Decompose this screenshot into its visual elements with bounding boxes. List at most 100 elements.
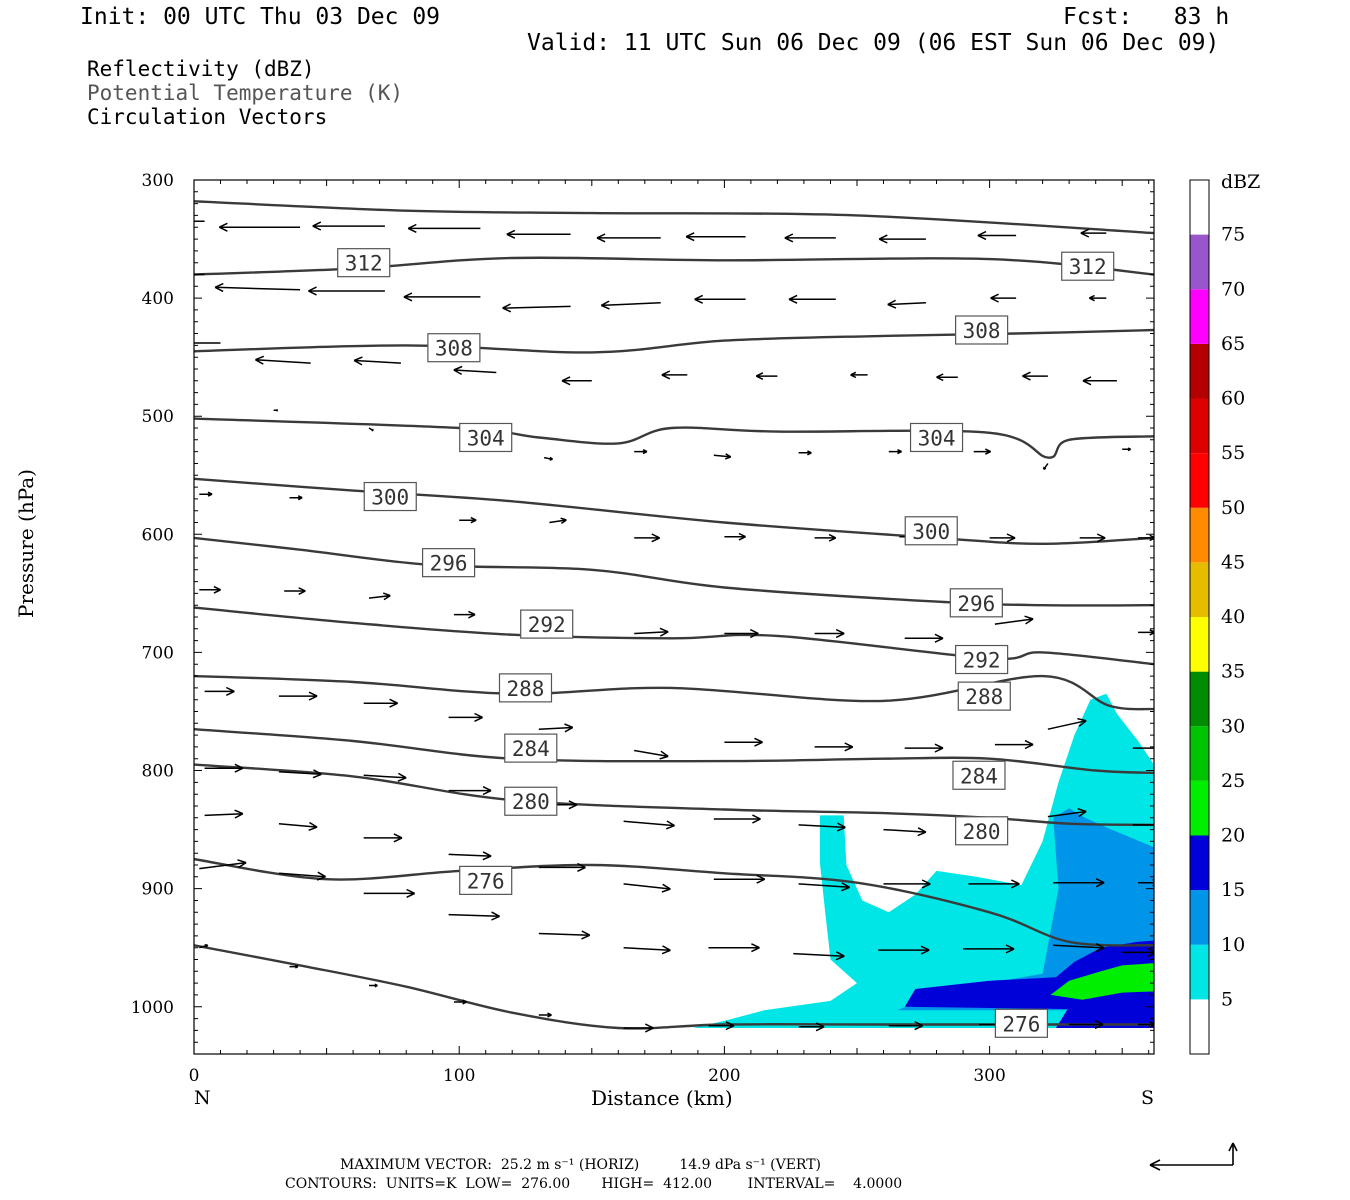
circulation-vector	[623, 945, 671, 955]
contour-label-292: 292	[963, 649, 1001, 673]
circulation-vector	[798, 882, 850, 892]
circulation-vector	[284, 587, 306, 595]
colorbar-tick-label: 40	[1221, 606, 1245, 628]
circulation-vector	[1079, 533, 1106, 543]
circulation-vector	[990, 293, 1017, 303]
circulation-vector	[977, 230, 1017, 241]
colorbar-tick-label: 50	[1221, 497, 1245, 519]
circulation-vector	[538, 723, 574, 733]
contour-label-box	[955, 315, 1009, 345]
contour-label-box	[957, 681, 1011, 711]
circulation-vector	[814, 533, 837, 542]
contour-label-300: 300	[912, 520, 950, 544]
circulation-vector	[1132, 747, 1154, 749]
contour-label-box	[498, 673, 553, 703]
contour-label-box	[459, 865, 513, 895]
circulation-vector	[353, 356, 401, 366]
circulation-vector	[798, 450, 812, 456]
circulation-vector	[289, 964, 299, 969]
circulation-vector	[798, 1022, 825, 1032]
circulation-vector	[1138, 1021, 1154, 1028]
circulation-vector	[1088, 294, 1107, 302]
contour-label-box	[520, 609, 574, 639]
theta-contour-288	[194, 674, 1154, 711]
circulation-vector	[194, 220, 205, 223]
colorbar-swatch-50	[1190, 453, 1209, 508]
circulation-vector	[1022, 371, 1048, 381]
colorbar-tick-label: 25	[1221, 770, 1245, 792]
circulation-vector	[888, 1021, 924, 1031]
contour-label-296: 296	[430, 552, 468, 576]
circulation-vector	[448, 851, 492, 861]
reflectivity-area-15dbz	[1055, 998, 1154, 1028]
circulation-vector	[448, 712, 483, 722]
circulation-vector	[1132, 824, 1154, 826]
theta-contour-304	[194, 417, 1154, 459]
circulation-vector	[1047, 807, 1087, 818]
contour-label-box	[421, 548, 476, 578]
x-tick-label: 200	[708, 1066, 740, 1086]
theta-contour-300	[194, 477, 1154, 546]
circulation-vector	[623, 883, 671, 893]
circulation-vector	[453, 365, 497, 376]
circulation-vector	[963, 944, 1015, 954]
circulation-vector	[968, 879, 1020, 889]
circulation-vector	[878, 945, 930, 955]
circulation-vector	[199, 859, 247, 870]
circulation-vector	[538, 930, 591, 940]
circulation-vector	[214, 282, 301, 293]
circulation-vector	[623, 1023, 654, 1033]
circulation-vector	[713, 814, 761, 824]
circulation-vector	[685, 232, 746, 242]
contour-label-312: 312	[345, 252, 383, 276]
colorbar-tick-label: 30	[1221, 715, 1245, 737]
colorbar-tick-label: 35	[1221, 661, 1245, 683]
colorbar-swatch-40	[1190, 562, 1209, 617]
axis-ticks	[193, 179, 1154, 1055]
colorbar: 5 10 15 20 25 30 35 40 45 50 55 60 65 70 75 dBZ	[1189, 171, 1260, 1055]
circulation-vector	[1138, 534, 1154, 542]
circulation-vector	[278, 769, 322, 779]
y-tick-label: 700	[142, 643, 174, 663]
circulation-vector	[199, 491, 213, 497]
circulation-vector	[506, 229, 571, 239]
circulation-vector	[204, 763, 244, 773]
circulation-vector	[600, 300, 661, 310]
circulation-vector	[1069, 1019, 1104, 1030]
valid-time: Valid: 11 UTC Sun 06 Dec 09 (06 EST Sun …	[527, 30, 1220, 56]
circulation-vector	[204, 809, 244, 819]
circulation-vector	[194, 342, 221, 344]
circulation-vector	[312, 221, 385, 231]
contour-label-308: 308	[963, 319, 1001, 343]
circulation-vector	[368, 427, 374, 432]
theta-contour-308	[194, 328, 1154, 354]
reflectivity-area-20dbz	[1050, 963, 1154, 1000]
circulation-vector	[194, 273, 205, 276]
circulation-vector	[973, 448, 992, 455]
colorbar-tick-label: 45	[1221, 551, 1245, 573]
circulation-vector	[634, 627, 669, 637]
circulation-vector	[549, 517, 567, 525]
circulation-vector	[724, 737, 763, 747]
theta-contour-276	[194, 944, 1154, 1030]
colorbar-outline	[1189, 179, 1210, 1055]
circulation-vector	[448, 911, 500, 921]
circulation-vector	[407, 223, 481, 233]
contour-label-296: 296	[957, 592, 995, 616]
colorbar-tick-label: 10	[1221, 934, 1245, 956]
y-tick-label: 300	[142, 171, 174, 191]
circulation-vector	[1122, 947, 1154, 957]
circulation-vector	[363, 833, 403, 843]
field-reflectivity: Reflectivity (dBZ)	[87, 57, 315, 81]
circulation-vector	[850, 371, 868, 379]
colorbar-swatch-70	[1190, 234, 1209, 290]
circulation-vectors	[194, 220, 1154, 1033]
circulation-vector	[623, 820, 675, 830]
circulation-vector	[1053, 942, 1105, 953]
circulation-vector	[289, 495, 303, 501]
circulation-vector	[788, 294, 836, 304]
circulation-vector	[453, 610, 476, 619]
circulation-vector	[1138, 629, 1154, 636]
contour-label-276: 276	[1002, 1012, 1040, 1036]
colorbar-tick-label: 75	[1221, 224, 1245, 246]
